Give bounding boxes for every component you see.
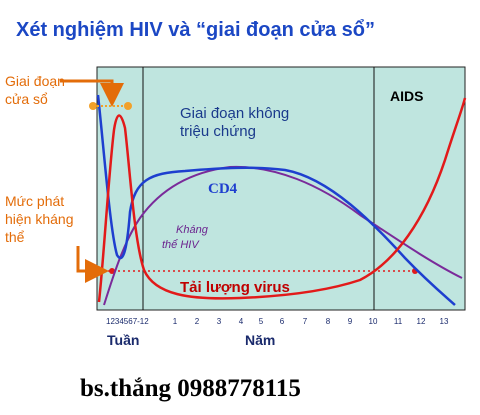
antibody-label-line1: Kháng xyxy=(176,224,209,236)
cd4-curve xyxy=(96,94,456,306)
window-end-dot xyxy=(124,102,132,110)
detection-label-line2: hiện kháng xyxy=(5,211,74,227)
asymptomatic-label-line2: triệu chứng xyxy=(180,123,256,140)
asymptomatic-label-line1: Giai đoạn không xyxy=(180,105,289,122)
cd4-label: CD4 xyxy=(208,181,238,197)
year-tick-label: 12 xyxy=(417,317,426,326)
window-period-arrow xyxy=(60,79,124,107)
aids-label: AIDS xyxy=(390,88,423,104)
year-tick-label: 10 xyxy=(369,317,378,326)
weeks-axis-label: Tuần xyxy=(107,332,139,348)
year-tick-label: 6 xyxy=(280,317,285,326)
year-tick-label: 11 xyxy=(394,317,403,326)
year-tick-label: 1 xyxy=(173,317,178,326)
antibody-label-line2: thể HIV xyxy=(162,239,200,251)
year-tick-label: 8 xyxy=(326,317,331,326)
year-tick-label: 4 xyxy=(239,317,244,326)
year-tick-label: 13 xyxy=(440,317,449,326)
viral-load-label: Tải lượng virus xyxy=(180,279,290,296)
year-ticks: 1 2 3 4 5 6 7 8 9 10 11 12 13 xyxy=(173,317,449,326)
footer-contact: bs.thắng 0988778115 xyxy=(80,375,301,402)
year-tick-label: 9 xyxy=(348,317,353,326)
detection-arrow xyxy=(76,246,109,283)
threshold-start-dot xyxy=(109,268,115,274)
year-tick-label: 5 xyxy=(259,317,264,326)
plot-area xyxy=(96,66,466,311)
detection-label-line3: thể xyxy=(5,229,25,245)
page-title: Xét nghiệm HIV và “giai đoạn cửa sổ” xyxy=(16,19,375,41)
window-period-label-line1: Giai đoạn xyxy=(5,73,65,89)
year-tick-label: 2 xyxy=(195,317,200,326)
years-axis-label: Năm xyxy=(245,332,275,348)
window-start-dot xyxy=(89,102,97,110)
viral-load-curve xyxy=(97,97,467,303)
detection-label-line1: Mức phát xyxy=(5,193,64,209)
year-tick-label: 7 xyxy=(303,317,308,326)
year-tick-label: 3 xyxy=(217,317,222,326)
window-period-label-line2: cửa sổ xyxy=(5,91,48,107)
week-ticks: 1234567-12 xyxy=(106,317,149,326)
